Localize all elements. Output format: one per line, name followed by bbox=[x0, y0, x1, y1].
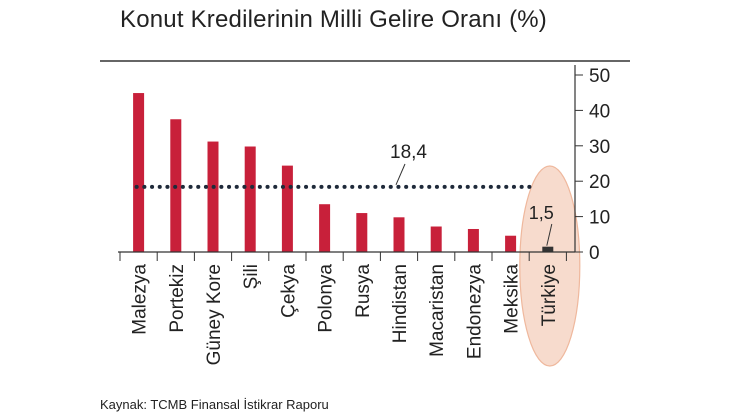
average-label: 18,4 bbox=[390, 142, 427, 163]
x-tick-label: Polonya bbox=[316, 264, 337, 333]
x-tick-label: Macaristan bbox=[427, 264, 448, 357]
y-tick-label: 20 bbox=[589, 172, 610, 193]
y-tick-label: 0 bbox=[589, 243, 600, 264]
bar bbox=[207, 141, 219, 252]
x-tick-label: Rusya bbox=[353, 264, 374, 318]
y-tick-label: 40 bbox=[589, 101, 610, 122]
highlight-value-label: 1,5 bbox=[529, 203, 554, 223]
average-line-layer: 18,4 1,5 bbox=[134, 142, 554, 246]
bar bbox=[393, 217, 405, 252]
average-leader bbox=[395, 163, 406, 186]
chart-title: Konut Kredilerinin Milli Gelire Oranı (%… bbox=[120, 6, 548, 33]
bar bbox=[281, 165, 293, 252]
y-axis: 0 10 20 30 40 50 bbox=[574, 65, 610, 264]
bar bbox=[244, 146, 256, 252]
x-tick-label: Malezya bbox=[130, 264, 151, 335]
bar-highlight bbox=[542, 246, 554, 252]
bar bbox=[356, 213, 368, 252]
bar bbox=[467, 228, 479, 252]
x-tick-label: Türkiye bbox=[539, 264, 560, 326]
x-tick-label: Şili bbox=[241, 264, 262, 289]
bar bbox=[319, 204, 331, 252]
x-tick-label: Güney Kore bbox=[204, 264, 225, 365]
bar bbox=[505, 235, 517, 252]
x-tick-label: Portekiz bbox=[167, 264, 188, 333]
bars-layer bbox=[118, 93, 575, 261]
x-tick-label: Meksika bbox=[502, 264, 523, 334]
highlight-layer bbox=[519, 165, 581, 367]
x-axis-labels: Malezya Portekiz Güney Kore Şili Çekya Polony… bbox=[130, 264, 560, 366]
highlight-ellipse bbox=[519, 165, 581, 367]
bar bbox=[133, 93, 145, 252]
x-tick-label: Çekya bbox=[278, 264, 299, 318]
y-tick-label: 50 bbox=[589, 66, 610, 87]
x-tick-label: Hindistan bbox=[390, 264, 411, 343]
highlight-leader bbox=[546, 223, 553, 246]
bar bbox=[430, 226, 442, 252]
source-note: Kaynak: TCMB Finansal İstikrar Raporu bbox=[100, 397, 329, 412]
x-tick-label: Endonezya bbox=[464, 264, 485, 360]
y-tick-label: 30 bbox=[589, 137, 610, 158]
y-tick-label: 10 bbox=[589, 208, 610, 229]
